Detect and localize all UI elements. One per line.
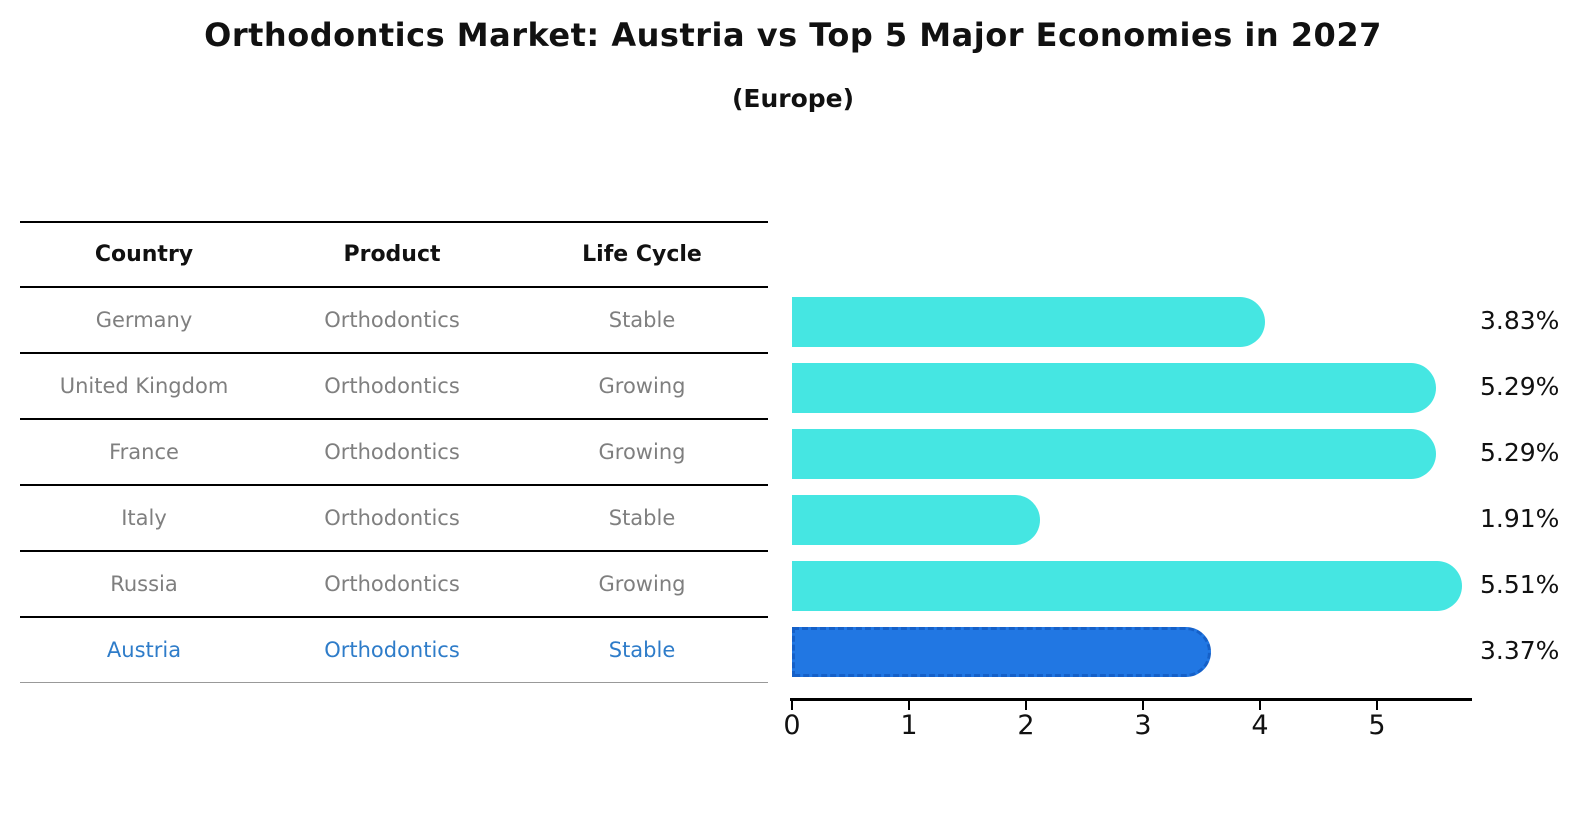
bar-germany: [792, 297, 1265, 347]
table-row: Austria Orthodontics Stable: [20, 618, 768, 683]
bar-value-label: 3.83%: [1480, 306, 1560, 335]
table-cell-life-cycle: Growing: [598, 572, 686, 596]
table-cell-product: Orthodontics: [324, 440, 460, 464]
table-row: Germany Orthodontics Stable: [20, 288, 768, 354]
x-tick-label: 1: [900, 710, 918, 741]
x-tick-label: 0: [783, 710, 801, 741]
x-tick-label: 2: [1017, 710, 1035, 741]
x-axis-line: [790, 698, 1472, 701]
table-cell-country: France: [109, 440, 179, 464]
bar-united-kingdom: [792, 363, 1436, 413]
bar-value-label: 5.29%: [1480, 438, 1560, 467]
table-cell-life-cycle: Growing: [598, 374, 686, 398]
bar-russia: [792, 561, 1462, 611]
x-tick-mark: [1142, 701, 1144, 710]
table-cell-product: Orthodontics: [324, 308, 460, 332]
bar-highlight-austria: [792, 627, 1211, 677]
country-table: Country Product Life Cycle Germany Orthodon…: [20, 221, 768, 683]
table-row: Italy Orthodontics Stable: [20, 486, 768, 552]
chart-title: Orthodontics Market: Austria vs Top 5 Ma…: [204, 16, 1382, 54]
bar-value-label: 5.29%: [1480, 372, 1560, 401]
table-cell-product: Orthodontics: [324, 506, 460, 530]
bar-value-label: 3.37%: [1480, 636, 1560, 665]
table-header-row: Country Product Life Cycle: [20, 221, 768, 288]
x-tick-mark: [1025, 701, 1027, 710]
x-tick-mark: [1376, 701, 1378, 710]
table-cell-country: Italy: [121, 506, 167, 530]
x-tick-mark: [791, 701, 793, 710]
table-row: France Orthodontics Growing: [20, 420, 768, 486]
x-tick-mark: [1259, 701, 1261, 710]
table-header-cell: Product: [343, 242, 441, 267]
table-cell-country: Austria: [106, 638, 182, 662]
table-cell-country: United Kingdom: [59, 374, 229, 398]
table-cell-product: Orthodontics: [324, 374, 460, 398]
x-tick-label: 5: [1368, 710, 1386, 741]
table-row: Russia Orthodontics Growing: [20, 552, 768, 618]
x-tick-label: 3: [1134, 710, 1152, 741]
table-cell-life-cycle: Stable: [608, 506, 676, 530]
table-cell-life-cycle: Growing: [598, 440, 686, 464]
table-header-cell: Life Cycle: [582, 242, 702, 267]
table-cell-life-cycle: Stable: [608, 638, 676, 662]
bar-value-label: 1.91%: [1480, 504, 1560, 533]
table-cell-product: Orthodontics: [324, 572, 460, 596]
table-row: United Kingdom Orthodontics Growing: [20, 354, 768, 420]
x-tick-mark: [908, 701, 910, 710]
table-cell-product: Orthodontics: [324, 638, 460, 662]
x-tick-label: 4: [1251, 710, 1269, 741]
bar-italy: [792, 495, 1040, 545]
table-cell-life-cycle: Stable: [608, 308, 676, 332]
bar-value-label: 5.51%: [1480, 570, 1560, 599]
table-body: Germany Orthodontics Stable United Kingdom O…: [20, 288, 768, 683]
table-cell-country: Russia: [110, 572, 178, 596]
table-cell-country: Germany: [95, 308, 193, 332]
chart-subtitle: (Europe): [731, 84, 855, 113]
bar-france: [792, 429, 1436, 479]
table-header-cell: Country: [94, 242, 194, 267]
